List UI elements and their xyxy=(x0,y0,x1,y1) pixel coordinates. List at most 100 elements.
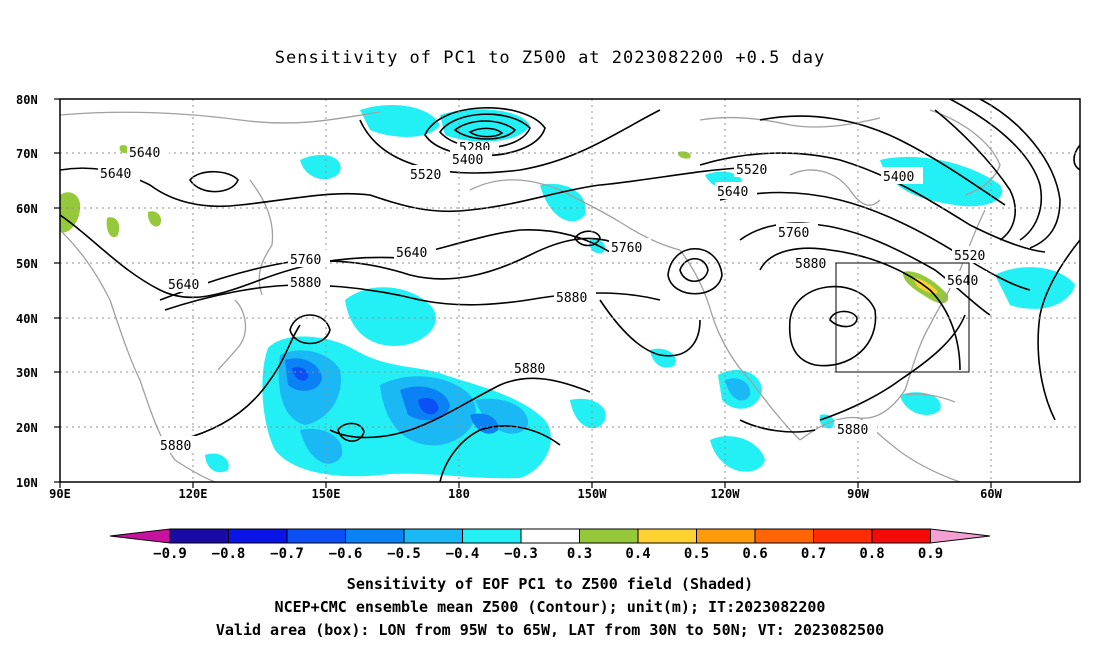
colorbar-bin xyxy=(345,528,405,544)
tick-marks xyxy=(54,98,992,488)
contour-pacific-small-loop xyxy=(337,422,365,442)
shade-positive-westedge xyxy=(60,192,81,233)
contour-5760-pacific xyxy=(159,237,621,301)
shade-atlantic xyxy=(995,267,1075,309)
contour-5280-inner xyxy=(468,127,504,138)
contour-label: 5520 xyxy=(954,249,985,264)
colorbar-bin xyxy=(754,528,814,544)
shade-pacific-deep-3 xyxy=(470,413,499,434)
contour-us-high-inner xyxy=(829,310,858,328)
x-tick-label: 90E xyxy=(49,487,71,501)
contour-label: 5520 xyxy=(736,163,767,178)
colorbar-label: 0.6 xyxy=(742,546,767,562)
contour-5520-west xyxy=(359,109,661,174)
colorbar-label: 0.4 xyxy=(625,546,650,562)
colorbar-label: 0.5 xyxy=(684,546,709,562)
contour-label: 5760 xyxy=(778,226,809,241)
colorbar-max-triangle xyxy=(930,528,991,544)
contour-5880-south xyxy=(739,419,816,433)
colorbar-min-triangle xyxy=(109,528,171,544)
colorbar-label: −0.5 xyxy=(387,546,421,562)
y-tick-label: 50N xyxy=(16,257,38,271)
shade-pacific-deepest-2 xyxy=(292,367,309,381)
contour-pacific-south-curve xyxy=(439,425,561,482)
x-tick-label: 60W xyxy=(980,487,1002,501)
contour-label: 5520 xyxy=(410,168,441,183)
contour-5880-pacific-high xyxy=(599,299,701,357)
contour-label: 5760 xyxy=(611,241,642,256)
contour-mid-pac-loop xyxy=(574,230,601,247)
contour-5280 xyxy=(453,120,517,140)
contour-5640-us xyxy=(719,191,1031,291)
x-axis-labels: 90E 120E 150E 180 150W 120W 90W 60W xyxy=(49,487,1002,501)
coast-hudson xyxy=(789,169,881,206)
shade-eastpac xyxy=(650,348,676,368)
y-axis-labels: 80N 70N 60N 50N 40N 30N 20N 10N xyxy=(16,93,38,490)
colorbar-bin xyxy=(579,528,639,544)
contour-label: 5760 xyxy=(290,253,321,268)
coast-asia xyxy=(60,229,216,482)
colorbar-bin xyxy=(696,528,756,544)
contour-label: 5880 xyxy=(290,276,321,291)
colorbar-label: 0.9 xyxy=(918,546,943,562)
shade-gulf-core xyxy=(725,378,751,401)
shade-pacific-core-4 xyxy=(475,398,529,434)
x-tick-label: 90W xyxy=(847,487,869,501)
x-tick-label: 120W xyxy=(711,487,741,501)
colorbar-bin xyxy=(637,528,697,544)
colorbar-bin xyxy=(813,528,873,544)
coast-siberia-north xyxy=(60,111,381,124)
colorbar-labels: −0.9 −0.8 −0.7 −0.6 −0.5 −0.4 −0.3 0.3 0… xyxy=(153,546,943,562)
contour-greenland-loops3 xyxy=(979,99,1061,249)
contour-east-edge2 xyxy=(1037,239,1080,421)
colorbar-label: −0.9 xyxy=(153,546,187,562)
contour-label: 5640 xyxy=(168,278,199,293)
shaded-sensitivity xyxy=(60,105,1075,479)
colorbar-bin xyxy=(286,528,346,544)
contour-label: 5880 xyxy=(514,362,545,377)
contour-5880-carib xyxy=(819,314,966,421)
coast-gulf xyxy=(799,389,906,441)
colorbar-label: −0.4 xyxy=(446,546,480,562)
contour-east-edge xyxy=(1073,144,1080,171)
colorbar-label: −0.7 xyxy=(270,546,304,562)
contour-5880-pacific-south xyxy=(179,324,301,441)
contour-us-high xyxy=(788,285,877,367)
map-title: Sensitivity of PC1 to Z500 at 2023082200… xyxy=(274,48,826,68)
contour-label: 5880 xyxy=(795,257,826,272)
coast-kamchatka xyxy=(249,179,274,296)
shade-positive-asia-1 xyxy=(106,217,120,238)
contour-greenland-loops2 xyxy=(949,99,1043,241)
colorbar-bin xyxy=(871,528,931,544)
contour-ne-pac-loop2 xyxy=(667,248,723,295)
contour-label: 5640 xyxy=(129,146,160,161)
contour-ne-pac-loop xyxy=(679,257,709,283)
caption-valid-area: Valid area (box): LON from 95W to 65W, L… xyxy=(215,621,885,639)
coast-cuba xyxy=(904,393,956,403)
contour-label: 5640 xyxy=(947,274,978,289)
y-tick-label: 80N xyxy=(16,93,38,107)
colorbar-bin xyxy=(403,528,463,544)
x-tick-label: 150E xyxy=(312,487,341,501)
x-tick-label: 150W xyxy=(578,487,608,501)
valid-area-box xyxy=(835,262,970,373)
colorbar-bin xyxy=(462,528,522,544)
contour-5400-us xyxy=(759,115,1006,206)
shade-hawaii xyxy=(570,398,606,429)
colorbar-bin xyxy=(228,528,288,544)
y-tick-label: 20N xyxy=(16,421,38,435)
coast-arctic-islands xyxy=(699,116,881,128)
shade-pacific-north xyxy=(345,287,436,346)
colorbar-bin xyxy=(520,528,580,544)
y-tick-label: 60N xyxy=(16,202,38,216)
contour-asia-loop xyxy=(289,314,331,345)
shade-positive-asia-2 xyxy=(147,211,161,227)
contour-5640-mid xyxy=(469,167,741,211)
shade-positive-asia-3 xyxy=(119,144,128,154)
contour-5640-siberia-loop xyxy=(189,170,239,193)
colorbar-bin xyxy=(169,528,229,544)
shade-arctic-1 xyxy=(360,105,440,137)
shade-positive-canada xyxy=(677,151,691,159)
caption-shaded: Sensitivity of EOF PC1 to Z500 field (Sh… xyxy=(346,575,754,593)
